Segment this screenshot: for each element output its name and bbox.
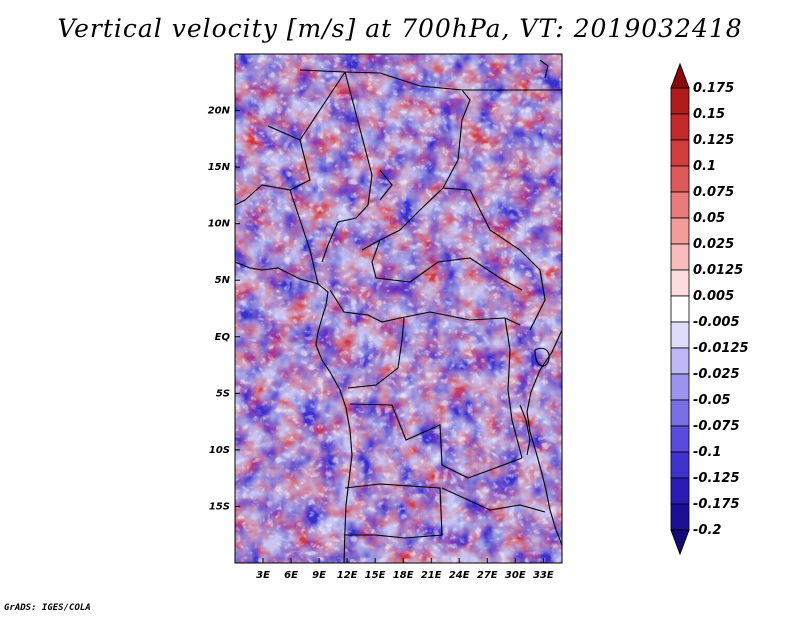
colorbar-label: -0.125 [693, 471, 740, 486]
border-congo-drc [329, 289, 521, 326]
longitude-axis: 3E 6E 9E 12E 15E 18E 21E 24E 27E 30E 33E [256, 558, 554, 581]
map-frame [234, 53, 563, 564]
colorbar-label: -0.1 [693, 445, 721, 460]
colorbar: 0.175 0.15 0.125 0.1 0.075 0.05 0.025 0.0125 0.0… [670, 62, 749, 556]
coastlines-and-borders [235, 59, 562, 563]
border-angola-drc-zambia [349, 403, 523, 479]
velocity-field [235, 54, 562, 563]
colorbar-label: 0.075 [693, 185, 734, 200]
lon-tick-label: 27E [477, 570, 498, 581]
lon-tick-label: 18E [393, 570, 414, 581]
lat-tick-label: EQ [215, 332, 231, 343]
border-great-lakes [504, 317, 523, 459]
colorbar-segment [670, 269, 690, 297]
border-namibia [344, 483, 443, 539]
colorbar-segment [670, 191, 690, 219]
colorbar-segment [670, 165, 690, 193]
colorbar-segment [670, 347, 690, 375]
colorbar-label: -0.005 [693, 315, 740, 330]
border-congo-gabon [347, 317, 405, 389]
colorbar-label: -0.05 [693, 393, 730, 408]
border-nigeria-benin [289, 189, 319, 285]
colorbar-segment [670, 113, 690, 141]
lat-tick-label: 20N [208, 106, 231, 117]
map-title: Vertical velocity [m/s] at 700hPa, VT: 2… [57, 14, 743, 43]
colorbar-label: -0.2 [693, 523, 721, 538]
lake-chad [379, 169, 393, 201]
colorbar-segment [670, 373, 690, 401]
field-texture [235, 54, 562, 563]
colorbar-label: 0.125 [693, 133, 734, 148]
colorbar-segment [670, 295, 690, 323]
colorbar-label: -0.0125 [693, 341, 749, 356]
lat-tick-label: 5N [215, 275, 231, 286]
colorbar-segment [670, 451, 690, 479]
colorbar-label: 0.1 [693, 159, 716, 174]
lon-tick-label: 9E [312, 570, 326, 581]
colorbar-bottom-arrow [670, 529, 690, 556]
border-zambia-zimbabwe [441, 487, 546, 513]
colorbar-label: -0.025 [693, 367, 740, 382]
colorbar-segment [670, 503, 690, 531]
lon-tick-label: 15E [365, 570, 386, 581]
colorbar-label: 0.05 [693, 211, 725, 226]
colorbar-segment [670, 425, 690, 453]
lat-tick-label: 10S [209, 445, 230, 456]
coastline-east [526, 329, 562, 546]
lat-tick-label: 10N [208, 219, 231, 230]
lon-tick-label: 24E [449, 570, 470, 581]
border-car [371, 239, 523, 291]
border-sudan [442, 187, 546, 331]
lon-tick-label: 21E [421, 570, 442, 581]
coastline-west [235, 261, 353, 563]
colorbar-segment [670, 217, 690, 245]
lat-tick-label: 15N [208, 162, 231, 173]
lake-tanganyika [519, 404, 531, 456]
lon-tick-label: 3E [256, 570, 270, 581]
colorbar-segment [670, 321, 690, 349]
colorbar-label: 0.175 [693, 81, 734, 96]
colorbar-label: 0.0125 [693, 263, 743, 278]
lat-tick-label: 15S [209, 501, 230, 512]
lon-tick-label: 33E [533, 570, 554, 581]
colorbar-top-arrow [670, 62, 690, 89]
border-libya-chad [299, 69, 471, 251]
colorbar-label: -0.075 [693, 419, 740, 434]
lon-tick-label: 12E [337, 570, 358, 581]
colorbar-segment [670, 87, 690, 115]
colorbar-label: 0.005 [693, 289, 734, 304]
grads-credit: GrADS: IGES/COLA [4, 603, 91, 613]
lon-tick-label: 6E [284, 570, 298, 581]
border-nigeria-cameroon [321, 221, 339, 263]
latitude-axis: 20N 15N 10N 5N EQ 5S 10S 15S [208, 106, 240, 512]
border-mali-niger [299, 71, 346, 141]
lon-tick-label: 30E [505, 570, 526, 581]
border-niger-chad [337, 71, 373, 223]
colorbar-segment [670, 477, 690, 505]
colorbar-segment [670, 243, 690, 271]
lat-tick-label: 5S [216, 388, 230, 399]
colorbar-segment [670, 399, 690, 427]
coast-red-sea [539, 59, 549, 79]
colorbar-label: 0.15 [693, 107, 725, 122]
lake-victoria [534, 347, 550, 367]
colorbar-segment [670, 139, 690, 167]
colorbar-label: 0.025 [693, 237, 734, 252]
colorbar-label: -0.175 [693, 497, 740, 512]
